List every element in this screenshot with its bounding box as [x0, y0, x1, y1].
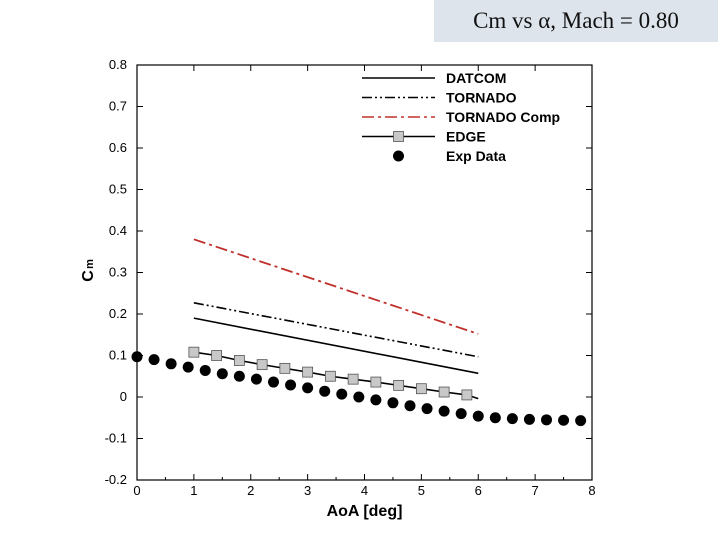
exp-data-point [233, 370, 245, 382]
edge-marker [393, 379, 405, 391]
exp-data-point [268, 376, 279, 388]
exp-data-point [353, 391, 365, 403]
legend-label: TORNADO Comp [446, 109, 560, 125]
plot-frame [136, 64, 593, 481]
exp-data-point [165, 358, 177, 370]
y-tick-label: 0.6 [109, 140, 127, 155]
series-line [193, 302, 479, 358]
exp-data-point [250, 373, 262, 385]
exp-data-point [438, 405, 450, 417]
series-datcom [193, 317, 479, 375]
series-layer [131, 238, 587, 427]
y-tick-label: 0 [120, 389, 127, 404]
x-tick-label: 2 [247, 483, 254, 498]
ticks: 0 1 2 3 4 5 6 7 8 -0.2 -0.1 0 0.1 0.2 0.3 0.4 0.5 0.6 0.7 0… [105, 57, 596, 498]
y-tick-label: 0.1 [109, 348, 127, 363]
edge-marker [211, 350, 223, 361]
x-tick-label: 0 [133, 483, 140, 498]
y-tick-label: 0.7 [109, 99, 127, 114]
legend-label: TORNADO [446, 90, 517, 106]
series-edge [188, 346, 479, 401]
exp-data-point [558, 414, 570, 426]
x-tick-label: 5 [418, 483, 425, 498]
legend-square-marker [393, 131, 404, 142]
exp-data-point [472, 410, 484, 422]
edge-marker [370, 376, 382, 388]
exp-data-point [302, 382, 314, 394]
edge-marker [461, 389, 473, 401]
edge-marker [233, 355, 245, 366]
exp-data-point [199, 364, 211, 376]
exp-data-point [336, 388, 348, 400]
exp-data-point [319, 385, 331, 397]
y-tick-label: 0.2 [109, 306, 127, 321]
y-tick-label: 0.3 [109, 265, 127, 280]
edge-marker [438, 386, 450, 398]
exp-data-point [575, 415, 587, 427]
series-line [193, 317, 479, 375]
legend-item-exp-data: Exp Data [393, 148, 506, 164]
exp-data-point [285, 379, 297, 391]
x-axis-label: AoA [deg] [327, 503, 403, 520]
y-axis-label: C m [80, 259, 97, 282]
exp-data-point [148, 354, 160, 366]
edge-marker [279, 362, 291, 374]
y-tick-label: -0.2 [105, 472, 127, 487]
legend-item-edge: EDGE [362, 129, 486, 145]
x-tick-label: 1 [190, 483, 197, 498]
series-tornado-comp [193, 238, 479, 335]
edge-marker [256, 359, 268, 371]
exp-data-point [489, 412, 501, 424]
exp-data-point [506, 413, 518, 425]
edge-marker [188, 346, 200, 358]
series-line [193, 238, 479, 335]
edge-marker [302, 366, 314, 378]
legend-circle-marker [393, 150, 404, 162]
edge-marker [324, 370, 336, 382]
legend-label: EDGE [446, 129, 486, 145]
exp-data-point [455, 408, 467, 420]
legend-item-datcom: DATCOM [362, 70, 506, 86]
legend-label: Exp Data [446, 148, 506, 164]
slide-title: Cm vs α, Mach = 0.80 [434, 0, 718, 42]
series-exp-data [131, 351, 587, 427]
y-axis-label-main: C [80, 270, 97, 282]
x-tick-label: 8 [588, 483, 595, 498]
legend-item-tornado-comp: TORNADO Comp [362, 109, 560, 125]
exp-data-point [523, 413, 535, 425]
x-tick-label: 3 [304, 483, 311, 498]
exp-data-point [387, 397, 399, 409]
exp-data-point [216, 368, 228, 380]
x-tick-label: 6 [475, 483, 482, 498]
y-tick-label: 0.4 [109, 223, 127, 238]
exp-data-point [370, 394, 382, 406]
edge-marker [415, 383, 427, 395]
series-tornado [193, 302, 479, 358]
axes [136, 64, 593, 481]
y-tick-label: -0.1 [105, 431, 127, 446]
exp-data-point [404, 400, 416, 412]
exp-data-point [421, 403, 433, 415]
y-tick-label: 0.8 [109, 57, 127, 72]
legend-label: DATCOM [446, 70, 506, 86]
y-tick-label: 0.5 [109, 182, 127, 197]
x-tick-label: 4 [361, 483, 368, 498]
legend-item-tornado: TORNADO [362, 90, 517, 106]
legend: DATCOM TORNADO TORNADO Comp EDGE Exp Data [362, 70, 560, 164]
y-axis-label-sub: m [84, 259, 96, 269]
x-tick-label: 7 [532, 483, 539, 498]
edge-marker [347, 373, 359, 385]
exp-data-point [182, 361, 194, 373]
exp-data-point [541, 414, 552, 426]
exp-data-point [131, 351, 143, 363]
